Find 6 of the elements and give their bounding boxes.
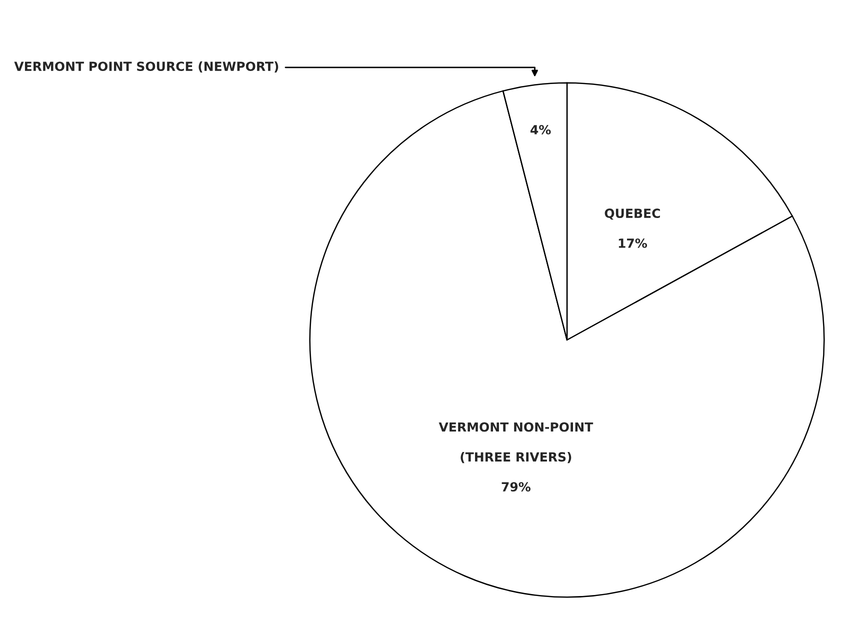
data-label: 17% bbox=[618, 238, 648, 248]
slice-label: VERMONT POINT SOURCE (NEWPORT) bbox=[14, 61, 278, 73]
slice-label: QUEBEC bbox=[604, 208, 660, 220]
category-label: VERMONT NON-POINT (THREE RIVERS) bbox=[438, 422, 594, 464]
data-label: 79% bbox=[502, 482, 530, 492]
data-label: 4% bbox=[530, 124, 551, 134]
